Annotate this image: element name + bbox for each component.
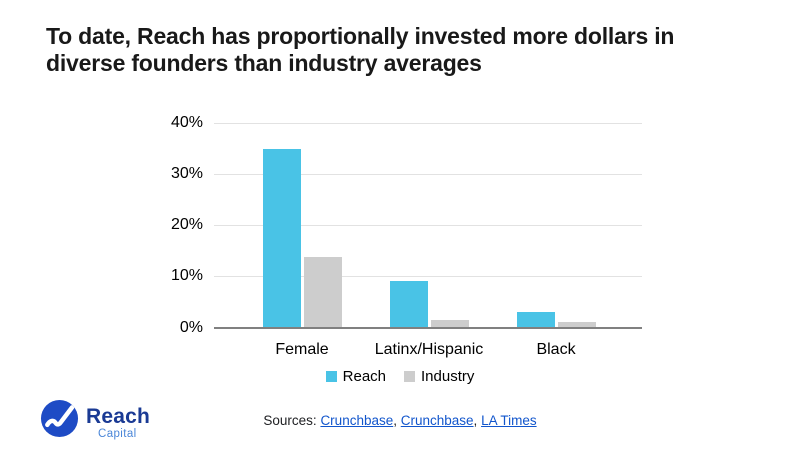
bar-industry-black [557,321,596,327]
y-tick-label-40: 40% [170,114,203,131]
gridline-40 [214,122,642,124]
chart-legend: Reach Industry [0,368,800,385]
y-tick-label-20: 20% [170,216,203,233]
gridline-30 [214,173,642,175]
y-tick-label-0: 0% [179,319,203,336]
chart-plot-area: 0% 10% 20% 30% 40% Female Latinx/Hispanic Black [171,114,642,358]
legend-label-industry: Industry [421,368,475,385]
y-tick-label-30: 30% [170,165,203,182]
source-link-crunchbase[interactable]: Crunchbase [400,413,474,428]
gridline-10 [214,275,642,277]
slide-title-line1: To date, Reach has proportionally invest… [46,23,675,49]
legend-label-reach: Reach [342,368,386,385]
slide-title-line2: diverse founders than industry averages [46,50,482,76]
trend-line-icon [40,399,79,438]
x-axis-label-female: Female [275,341,329,358]
x-axis-label-black: Black [536,341,576,358]
legend-swatch-industry [404,371,415,382]
sources-line: Sources: Crunchbase, Crunchbase, LA Time… [263,413,537,428]
y-tick-label-10: 10% [170,267,203,284]
bar-reach-black [516,311,555,327]
bar-reach-female [262,148,301,327]
legend-swatch-reach [325,371,337,382]
bar-industry-female [303,256,342,327]
brand-name: Reach [86,405,151,428]
sources-label: Sources: [263,413,317,428]
source-link-crunchbase[interactable]: Crunchbase [320,413,394,428]
source-link-la-times[interactable]: LA Times [481,413,537,428]
bar-industry-latinx-hispanic [430,320,469,327]
x-axis-label-latinx-hispanic: Latinx/Hispanic [374,341,484,358]
legend-item-industry: Industry [404,368,474,385]
x-axis-line [214,327,642,329]
gridline-20 [214,224,642,226]
brand-subtitle: Capital [98,428,137,440]
reach-capital-logo: Reach Capital [40,399,150,440]
bar-reach-latinx-hispanic [389,281,428,327]
legend-item-reach: Reach [325,368,386,385]
logo-wordmark: Reach Capital [86,399,150,440]
slide-title: To date, Reach has proportionally invest… [46,23,674,77]
